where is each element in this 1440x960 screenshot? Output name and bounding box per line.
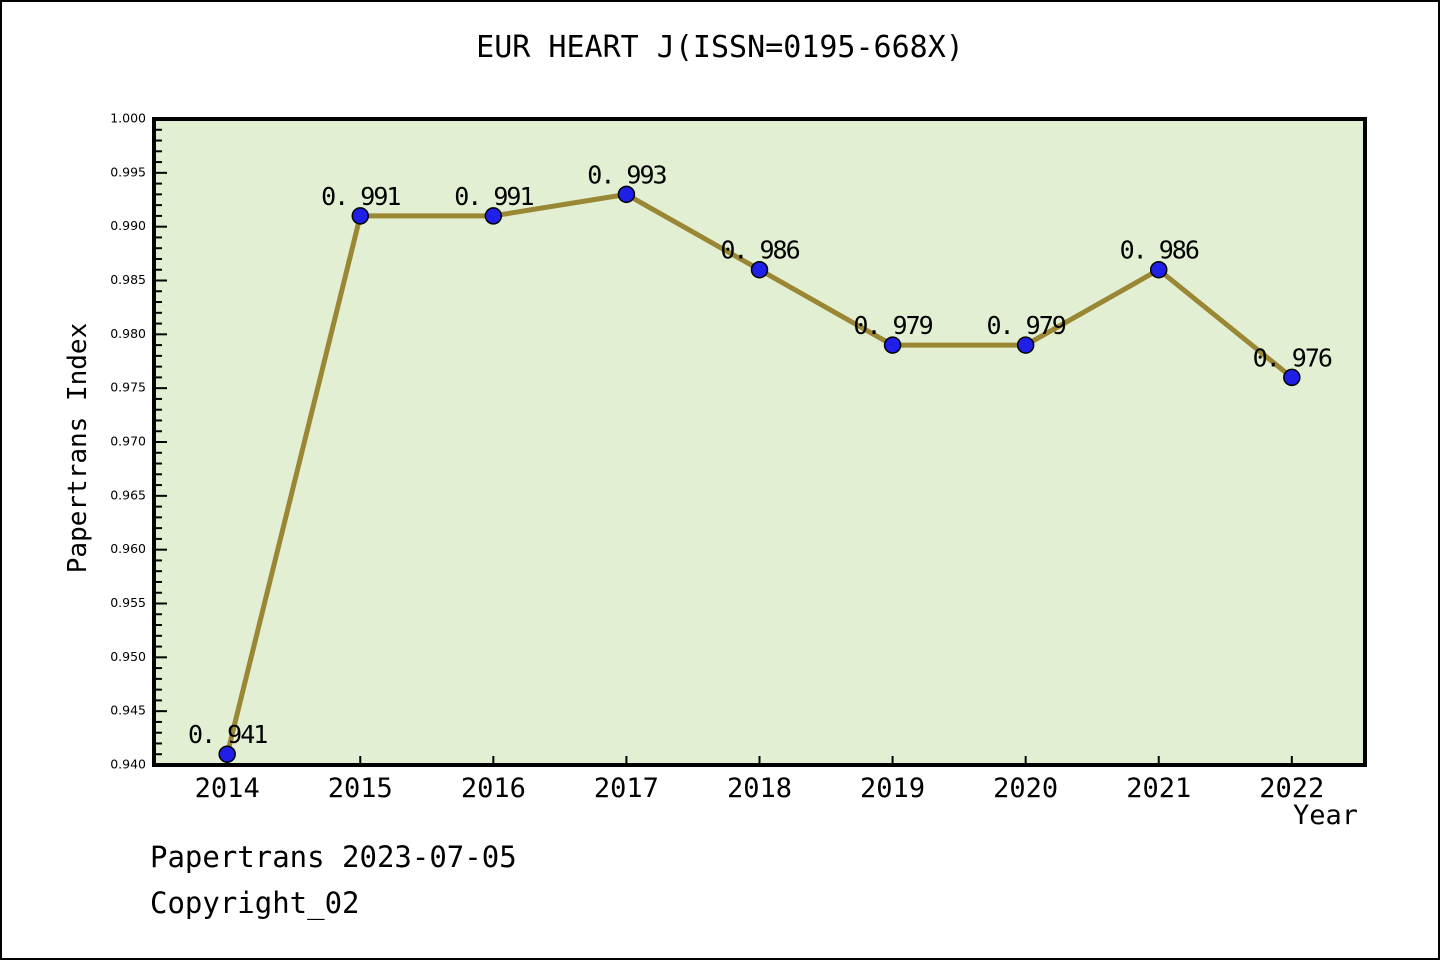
chart-title: EUR HEART J(ISSN=0195-668X) (476, 30, 964, 65)
footer-source-date: Papertrans 2023-07-05 (150, 840, 517, 874)
y-tick-label: 1.000 (110, 111, 146, 126)
x-tick-label: 2019 (860, 773, 925, 804)
plot-frame (152, 117, 1367, 767)
data-point-marker (351, 207, 370, 225)
data-point-marker (484, 207, 503, 225)
y-tick-label: 0.940 (110, 757, 146, 772)
footer-copyright: Copyright_02 (150, 886, 360, 920)
data-point-label: 0. 993 (587, 160, 666, 189)
data-point-label: 0. 986 (1120, 236, 1199, 265)
data-point-marker (1283, 368, 1301, 387)
y-tick-label: 0.950 (110, 649, 146, 664)
data-point-marker (750, 260, 769, 279)
y-tick-label: 0.965 (110, 487, 146, 502)
data-point-label: 0. 976 (1253, 343, 1332, 372)
y-tick-label: 0.960 (110, 541, 146, 556)
y-tick-label: 0.990 (110, 218, 146, 233)
data-point-label: 0. 941 (188, 720, 267, 749)
x-axis-title: Year (1292, 800, 1358, 831)
x-tick-label: 2022 (1259, 773, 1324, 804)
data-point-label: 0. 979 (853, 311, 932, 340)
x-tick-label: 2017 (594, 773, 659, 804)
x-tick-label: 2015 (328, 773, 393, 804)
data-point-marker (1016, 336, 1035, 354)
data-point-marker (883, 336, 902, 354)
y-tick-label: 0.955 (110, 595, 146, 610)
data-point-marker (617, 185, 636, 204)
y-tick-label: 0.995 (110, 164, 146, 179)
data-point-label: 0. 986 (720, 236, 799, 265)
data-point-label: 0. 991 (321, 182, 400, 211)
x-tick-label: 2018 (727, 773, 792, 804)
x-tick-label: 2014 (195, 773, 260, 804)
y-tick-label: 0.970 (110, 434, 146, 449)
y-tick-label: 0.980 (110, 326, 146, 341)
data-point-marker (218, 745, 236, 763)
y-tick-label: 0.975 (110, 380, 146, 395)
x-tick-label: 2020 (993, 773, 1058, 804)
data-point-label: 0. 979 (986, 311, 1065, 340)
y-tick-label: 0.985 (110, 272, 146, 287)
data-point-label: 0. 991 (454, 182, 533, 211)
x-tick-label: 2016 (461, 773, 526, 804)
plot-area-background (154, 119, 1365, 765)
y-tick-label: 0.945 (110, 703, 146, 718)
x-tick-label: 2021 (1126, 773, 1191, 804)
data-point-marker (1149, 260, 1168, 279)
